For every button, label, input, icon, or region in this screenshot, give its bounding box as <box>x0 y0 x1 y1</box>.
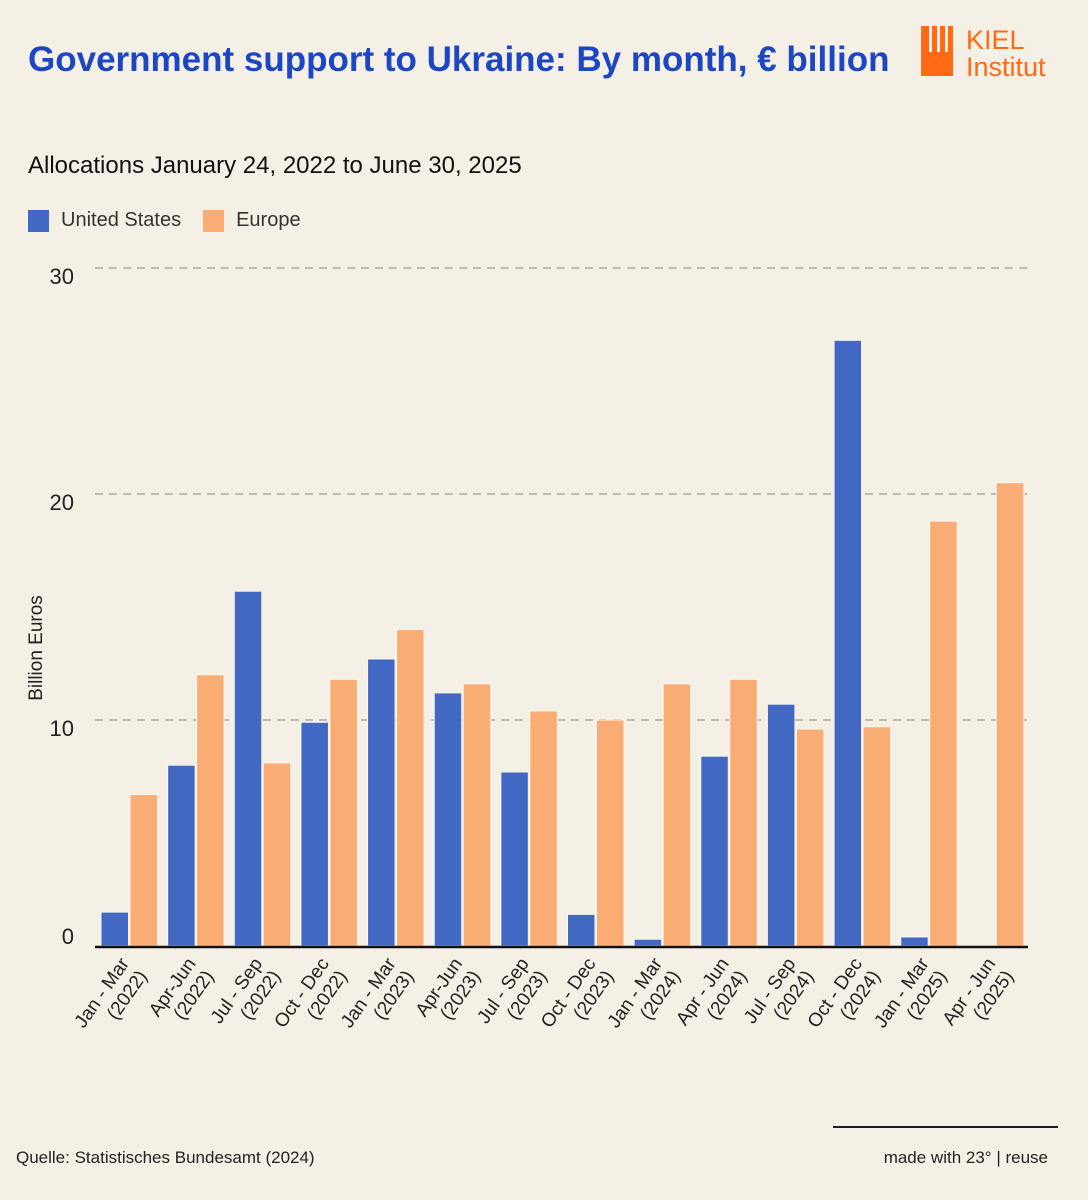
x-tick-label: Oct - Dec(2022) <box>271 954 352 1032</box>
credit-link[interactable]: made with 23° | reuse <box>883 1148 1048 1167</box>
x-tick-label: Apr-Jun(2023) <box>412 954 485 1024</box>
bar-europe[interactable] <box>596 719 625 947</box>
bar-united-states[interactable] <box>833 339 863 947</box>
bar-united-states[interactable] <box>233 590 263 947</box>
bars <box>100 339 1025 947</box>
bar-europe[interactable] <box>129 794 158 947</box>
legend-label-europe: Europe <box>236 209 301 231</box>
bar-europe[interactable] <box>795 728 825 947</box>
chart-subtitle: Allocations January 24, 2022 to June 30,… <box>28 152 522 179</box>
legend-item-united-states[interactable]: United States <box>28 209 181 232</box>
y-axis-ticks: 0 10 20 30 <box>50 264 74 949</box>
bar-europe[interactable] <box>462 683 492 947</box>
bar-europe[interactable] <box>396 629 425 947</box>
legend: United States Europe <box>28 209 323 232</box>
bar-europe[interactable] <box>196 674 225 947</box>
x-tick-label: Apr-Jun(2022) <box>145 954 218 1024</box>
bar-united-states[interactable] <box>567 913 596 947</box>
x-tick-label: Jan - Mar(2023) <box>337 954 418 1032</box>
logo-text-line1: KIEL <box>966 25 1025 55</box>
bar-europe[interactable] <box>729 678 758 947</box>
kiel-institut-logo: KIEL Institut <box>921 25 1046 78</box>
x-tick-label: Apr - Jun(2024) <box>672 954 751 1029</box>
bar-united-states[interactable] <box>367 658 396 947</box>
bar-united-states[interactable] <box>100 911 129 947</box>
x-axis-ticks: Jan - Mar(2022)Apr-Jun(2022)Jul - Sep(20… <box>71 954 1019 1032</box>
bar-united-states[interactable] <box>900 936 929 947</box>
bar-united-states[interactable] <box>500 771 529 947</box>
x-tick-label: Jan - Mar(2024) <box>604 954 685 1032</box>
footer-divider <box>833 1126 1058 1128</box>
bar-europe[interactable] <box>862 726 892 947</box>
x-tick-label: Jan - Mar(2022) <box>71 954 152 1032</box>
legend-swatch-europe <box>203 209 225 232</box>
logo-bars-icon <box>921 26 953 76</box>
y-axis-label: Billion Euros <box>26 595 47 701</box>
bar-europe[interactable] <box>662 683 692 947</box>
bar-united-states[interactable] <box>633 938 663 947</box>
legend-swatch-united-states <box>28 209 49 232</box>
source-note: Quelle: Statistisches Bundesamt (2024) <box>16 1148 315 1167</box>
bar-united-states[interactable] <box>766 703 796 947</box>
bar-europe[interactable] <box>929 520 958 947</box>
bar-united-states[interactable] <box>300 721 329 947</box>
x-tick-label: Jan - Mar(2025) <box>870 954 951 1032</box>
bar-europe[interactable] <box>262 762 292 947</box>
x-tick-label: Jul - Sep(2024) <box>740 954 818 1027</box>
legend-item-europe[interactable]: Europe <box>203 209 301 232</box>
bar-europe[interactable] <box>995 482 1025 947</box>
y-tick-label: 10 <box>50 716 74 741</box>
bar-united-states[interactable] <box>433 692 463 947</box>
y-tick-label: 30 <box>50 264 74 289</box>
x-tick-label: Oct - Dec(2023) <box>537 954 618 1032</box>
x-tick-label: Jul - Sep(2023) <box>474 954 552 1027</box>
bar-united-states[interactable] <box>700 755 729 947</box>
bar-europe[interactable] <box>529 710 558 947</box>
x-tick-label: Jul - Sep(2022) <box>207 954 285 1027</box>
chart-title: Government support to Ukraine: By month,… <box>28 40 890 79</box>
logo-text-line2: Institut <box>966 52 1046 78</box>
y-tick-label: 20 <box>50 490 74 515</box>
y-tick-label: 0 <box>62 924 74 949</box>
bar-united-states[interactable] <box>167 764 196 947</box>
x-tick-label: Apr - Jun(2025) <box>939 954 1018 1029</box>
bar-europe[interactable] <box>329 678 358 947</box>
x-tick-label: Oct - Dec(2024) <box>804 954 885 1032</box>
legend-label-united-states: United States <box>61 209 182 231</box>
